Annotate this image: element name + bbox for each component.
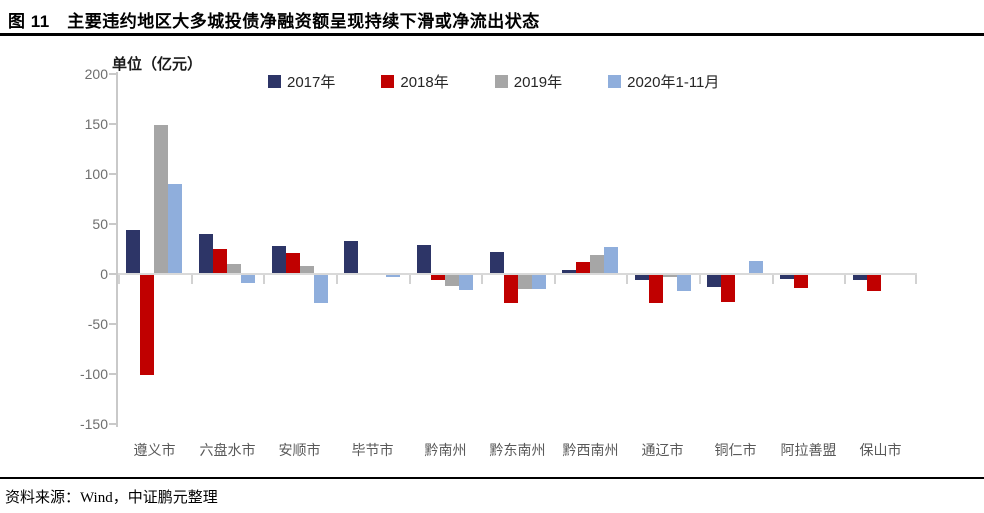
- x-axis-category-label: 铜仁市: [714, 442, 757, 458]
- chart-legend: 2017年 2018年 2019年 2020年1-11月: [268, 71, 719, 92]
- x-axis-category-label: 黔南州: [424, 442, 467, 458]
- legend-item-2019: 2019年: [494, 71, 563, 92]
- y-axis-tick: [109, 73, 116, 75]
- bar-2020年1-11月-安顺市: [314, 275, 328, 303]
- x-axis-tick: [915, 275, 917, 284]
- x-axis-category-label: 黔东南州: [489, 442, 546, 458]
- bar-2019年-通辽市: [663, 275, 677, 277]
- bar-2020年1-11月-黔西南州: [604, 247, 618, 274]
- x-axis-tick: [336, 275, 338, 284]
- legend-swatch: [494, 75, 508, 88]
- bar-2018年-铜仁市: [721, 275, 735, 302]
- bar-2019年-黔南州: [445, 275, 459, 286]
- bar-2020年1-11月-毕节市: [386, 275, 400, 277]
- x-axis-tick: [409, 275, 411, 284]
- bar-2017年-通辽市: [635, 275, 649, 280]
- bar-2018年-黔东南州: [504, 275, 518, 303]
- y-axis-tick: [109, 173, 116, 175]
- title-divider-line: [0, 33, 984, 36]
- bar-2020年1-11月-黔南州: [459, 275, 473, 290]
- bar-2019年-黔西南州: [590, 255, 604, 274]
- x-axis-tick: [844, 275, 846, 284]
- legend-swatch: [608, 75, 622, 88]
- y-axis-tick: [109, 373, 116, 375]
- x-axis-tick: [699, 275, 701, 284]
- plot-area: [118, 74, 917, 424]
- x-axis-tick: [554, 275, 556, 284]
- x-axis-category-label: 保山市: [859, 442, 902, 458]
- legend-item-2017: 2017年: [268, 71, 335, 92]
- figure-title: 图 11 主要违约地区大多城投债净融资额呈现持续下滑或净流出状态: [8, 12, 540, 31]
- bar-2020年1-11月-六盘水市: [241, 275, 255, 283]
- bar-2018年-遵义市: [140, 275, 154, 375]
- bar-2019年-黔东南州: [518, 275, 532, 289]
- bar-2020年1-11月-遵义市: [168, 184, 182, 274]
- x-axis-tick: [118, 275, 120, 284]
- bar-2019年-六盘水市: [227, 264, 241, 274]
- bar-2018年-阿拉善盟: [794, 275, 808, 288]
- bar-2017年-毕节市: [344, 241, 358, 274]
- legend-label: 2018年: [400, 74, 449, 91]
- unit-label: 单位（亿元）: [112, 56, 203, 73]
- y-axis-tick: [109, 223, 116, 225]
- x-axis-tick: [191, 275, 193, 284]
- bar-2017年-阿拉善盟: [780, 275, 794, 279]
- bar-2018年-保山市: [867, 275, 881, 291]
- x-axis-category-label: 毕节市: [351, 442, 394, 458]
- x-axis-tick: [263, 275, 265, 284]
- legend-label: 2017年: [287, 74, 336, 91]
- bar-2017年-遵义市: [126, 230, 140, 274]
- x-axis-category-label: 六盘水市: [199, 442, 256, 458]
- bar-2017年-黔东南州: [490, 252, 504, 274]
- x-axis-category-label: 阿拉善盟: [780, 442, 837, 458]
- legend-item-2020: 2020年1-11月: [608, 71, 719, 92]
- x-axis-labels: 遵义市 六盘水市 安顺市 毕节市 黔南州 黔东南州 黔西南州 通辽市 铜仁市 阿拉善盟 保山市: [118, 440, 917, 460]
- y-axis-tick-label: -150: [79, 416, 108, 432]
- x-axis-category-label: 通辽市: [641, 442, 684, 458]
- y-axis-tick: [109, 273, 116, 275]
- legend-item-2018: 2018年: [381, 71, 449, 92]
- x-axis-tick: [626, 275, 628, 284]
- bar-2017年-六盘水市: [199, 234, 213, 274]
- bar-2017年-黔西南州: [562, 270, 576, 274]
- y-axis-tick: [109, 423, 116, 425]
- y-axis-tick-label: -100: [79, 366, 108, 382]
- y-axis-tick-label: 0: [100, 266, 108, 282]
- bar-2020年1-11月-黔东南州: [532, 275, 546, 289]
- bar-2020年1-11月-通辽市: [677, 275, 691, 291]
- bar-2017年-黔南州: [417, 245, 431, 274]
- bar-2019年-遵义市: [154, 125, 168, 274]
- x-axis-category-label: 安顺市: [278, 442, 321, 458]
- y-axis-tick-label: 50: [92, 216, 108, 232]
- bar-2018年-黔西南州: [576, 262, 590, 274]
- bar-2018年-通辽市: [649, 275, 663, 303]
- y-axis-tick-label: -50: [87, 316, 108, 332]
- legend-swatch: [268, 75, 281, 88]
- bar-2018年-六盘水市: [213, 249, 227, 274]
- y-axis-tick: [109, 323, 116, 325]
- x-axis-tick: [772, 275, 774, 284]
- footer-divider-line: [0, 477, 984, 479]
- y-axis-tick: [109, 123, 116, 125]
- bar-2019年-安顺市: [300, 266, 314, 274]
- bar-2018年-黔南州: [431, 275, 445, 280]
- legend-label: 2019年: [513, 74, 563, 91]
- data-source: 资料来源：Wind，中证鹏元整理: [5, 490, 218, 506]
- x-axis-category-label: 遵义市: [133, 442, 176, 458]
- bar-2017年-保山市: [853, 275, 867, 280]
- bar-2017年-铜仁市: [707, 275, 721, 287]
- y-axis-line: [116, 72, 118, 427]
- y-axis-tick-label: 100: [84, 166, 108, 182]
- legend-swatch: [381, 75, 395, 88]
- bar-2017年-安顺市: [272, 246, 286, 274]
- bar-2020年1-11月-铜仁市: [749, 261, 763, 274]
- bar-2018年-安顺市: [286, 253, 300, 274]
- x-axis-category-label: 黔西南州: [562, 442, 619, 458]
- zero-axis-line: [118, 273, 917, 275]
- legend-label: 2020年1-11月: [627, 74, 720, 91]
- x-axis-tick: [481, 275, 483, 284]
- y-axis-tick-label: 150: [84, 116, 108, 132]
- y-axis-tick-label: 200: [84, 66, 108, 82]
